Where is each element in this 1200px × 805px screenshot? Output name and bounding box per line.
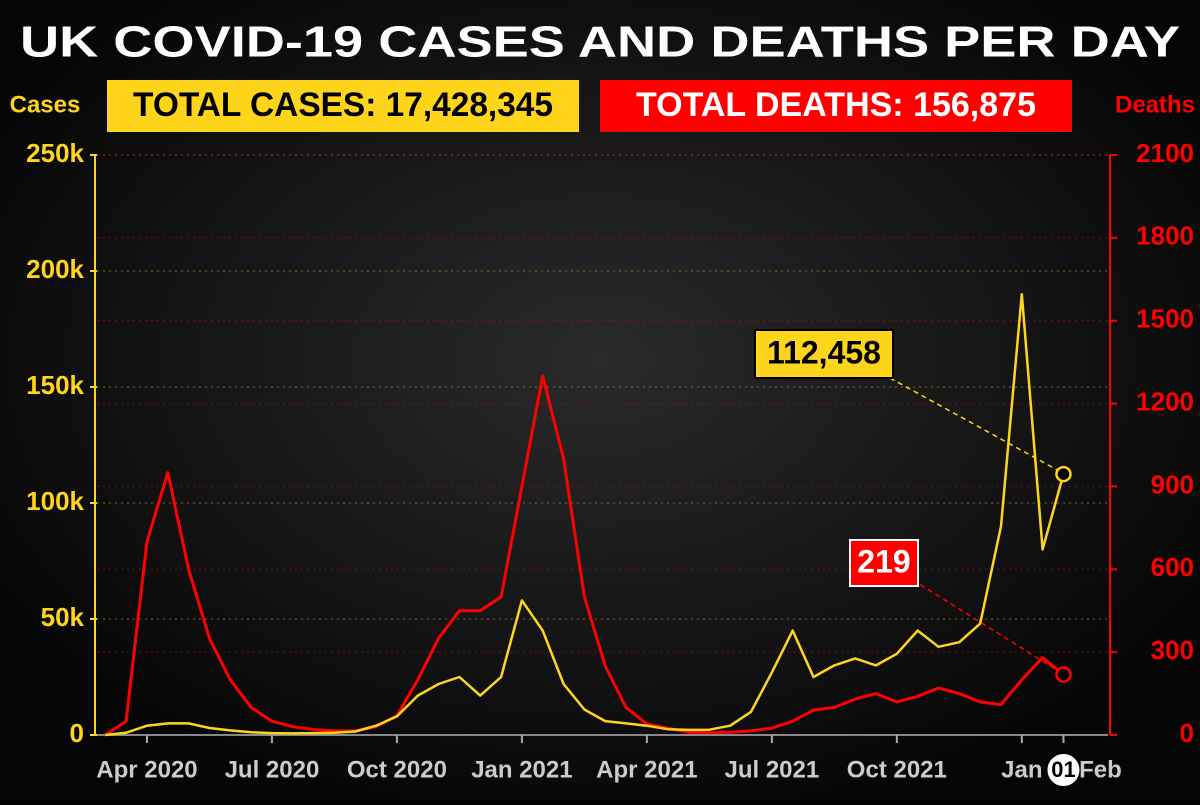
series-line: [105, 292, 1065, 737]
x-tick-label: Oct 2021: [847, 756, 947, 783]
date-circle: [1045, 752, 1082, 788]
callout-line: [889, 377, 1058, 471]
data-label: 112,458: [767, 334, 881, 370]
x-tick-label: Feb: [1079, 756, 1122, 783]
x-tick-label: Apr 2020: [96, 756, 197, 783]
x-tick-label: Jul 2021: [724, 756, 819, 783]
x-tick-label: Jan 2021: [471, 756, 572, 783]
total-cases-box: [107, 80, 579, 132]
x-tick-label: Oct 2020: [347, 756, 447, 783]
total-deaths-box: [600, 80, 1072, 132]
y2-tick-label: 1200: [1136, 386, 1194, 416]
callout-line: [904, 574, 1058, 672]
series-line: [104, 374, 1065, 737]
end-point: [1055, 666, 1072, 683]
x-tick-label: Apr 2021: [596, 756, 697, 783]
y2-tick-label: 300: [1151, 635, 1194, 665]
y2-tick-label: 0: [1180, 718, 1194, 748]
y-tick-label: 100k: [26, 486, 84, 516]
y-tick-label: 50k: [41, 602, 85, 632]
end-point: [1055, 465, 1072, 483]
y2-tick-label: 1500: [1136, 304, 1194, 334]
chart-title: UK COVID-19 CASES AND DEATHS PER DAY: [20, 18, 1180, 67]
data-label: 219: [857, 543, 910, 579]
total-deaths: TOTAL DEATHS: 156,875: [636, 86, 1036, 124]
y-axis-label: Cases: [10, 91, 81, 118]
x-tick-label: 01: [1051, 757, 1075, 782]
callout-box: [754, 329, 894, 379]
y2-tick-label: 1800: [1136, 221, 1194, 251]
callout-box: [849, 539, 919, 587]
x-tick-label: Jan: [1001, 756, 1042, 783]
y-tick-label: 150k: [26, 370, 84, 400]
y2-tick-label: 900: [1151, 469, 1194, 499]
y-tick-label: 0: [70, 718, 84, 748]
y2-tick-label: 2100: [1136, 138, 1194, 168]
y-tick-label: 250k: [26, 138, 84, 168]
x-tick-label: Jul 2020: [225, 756, 320, 783]
y2-axis-label: Deaths: [1115, 91, 1195, 118]
total-cases: TOTAL CASES: 17,428,345: [133, 86, 553, 124]
y2-tick-label: 600: [1151, 552, 1194, 582]
y-tick-label: 200k: [26, 254, 84, 284]
